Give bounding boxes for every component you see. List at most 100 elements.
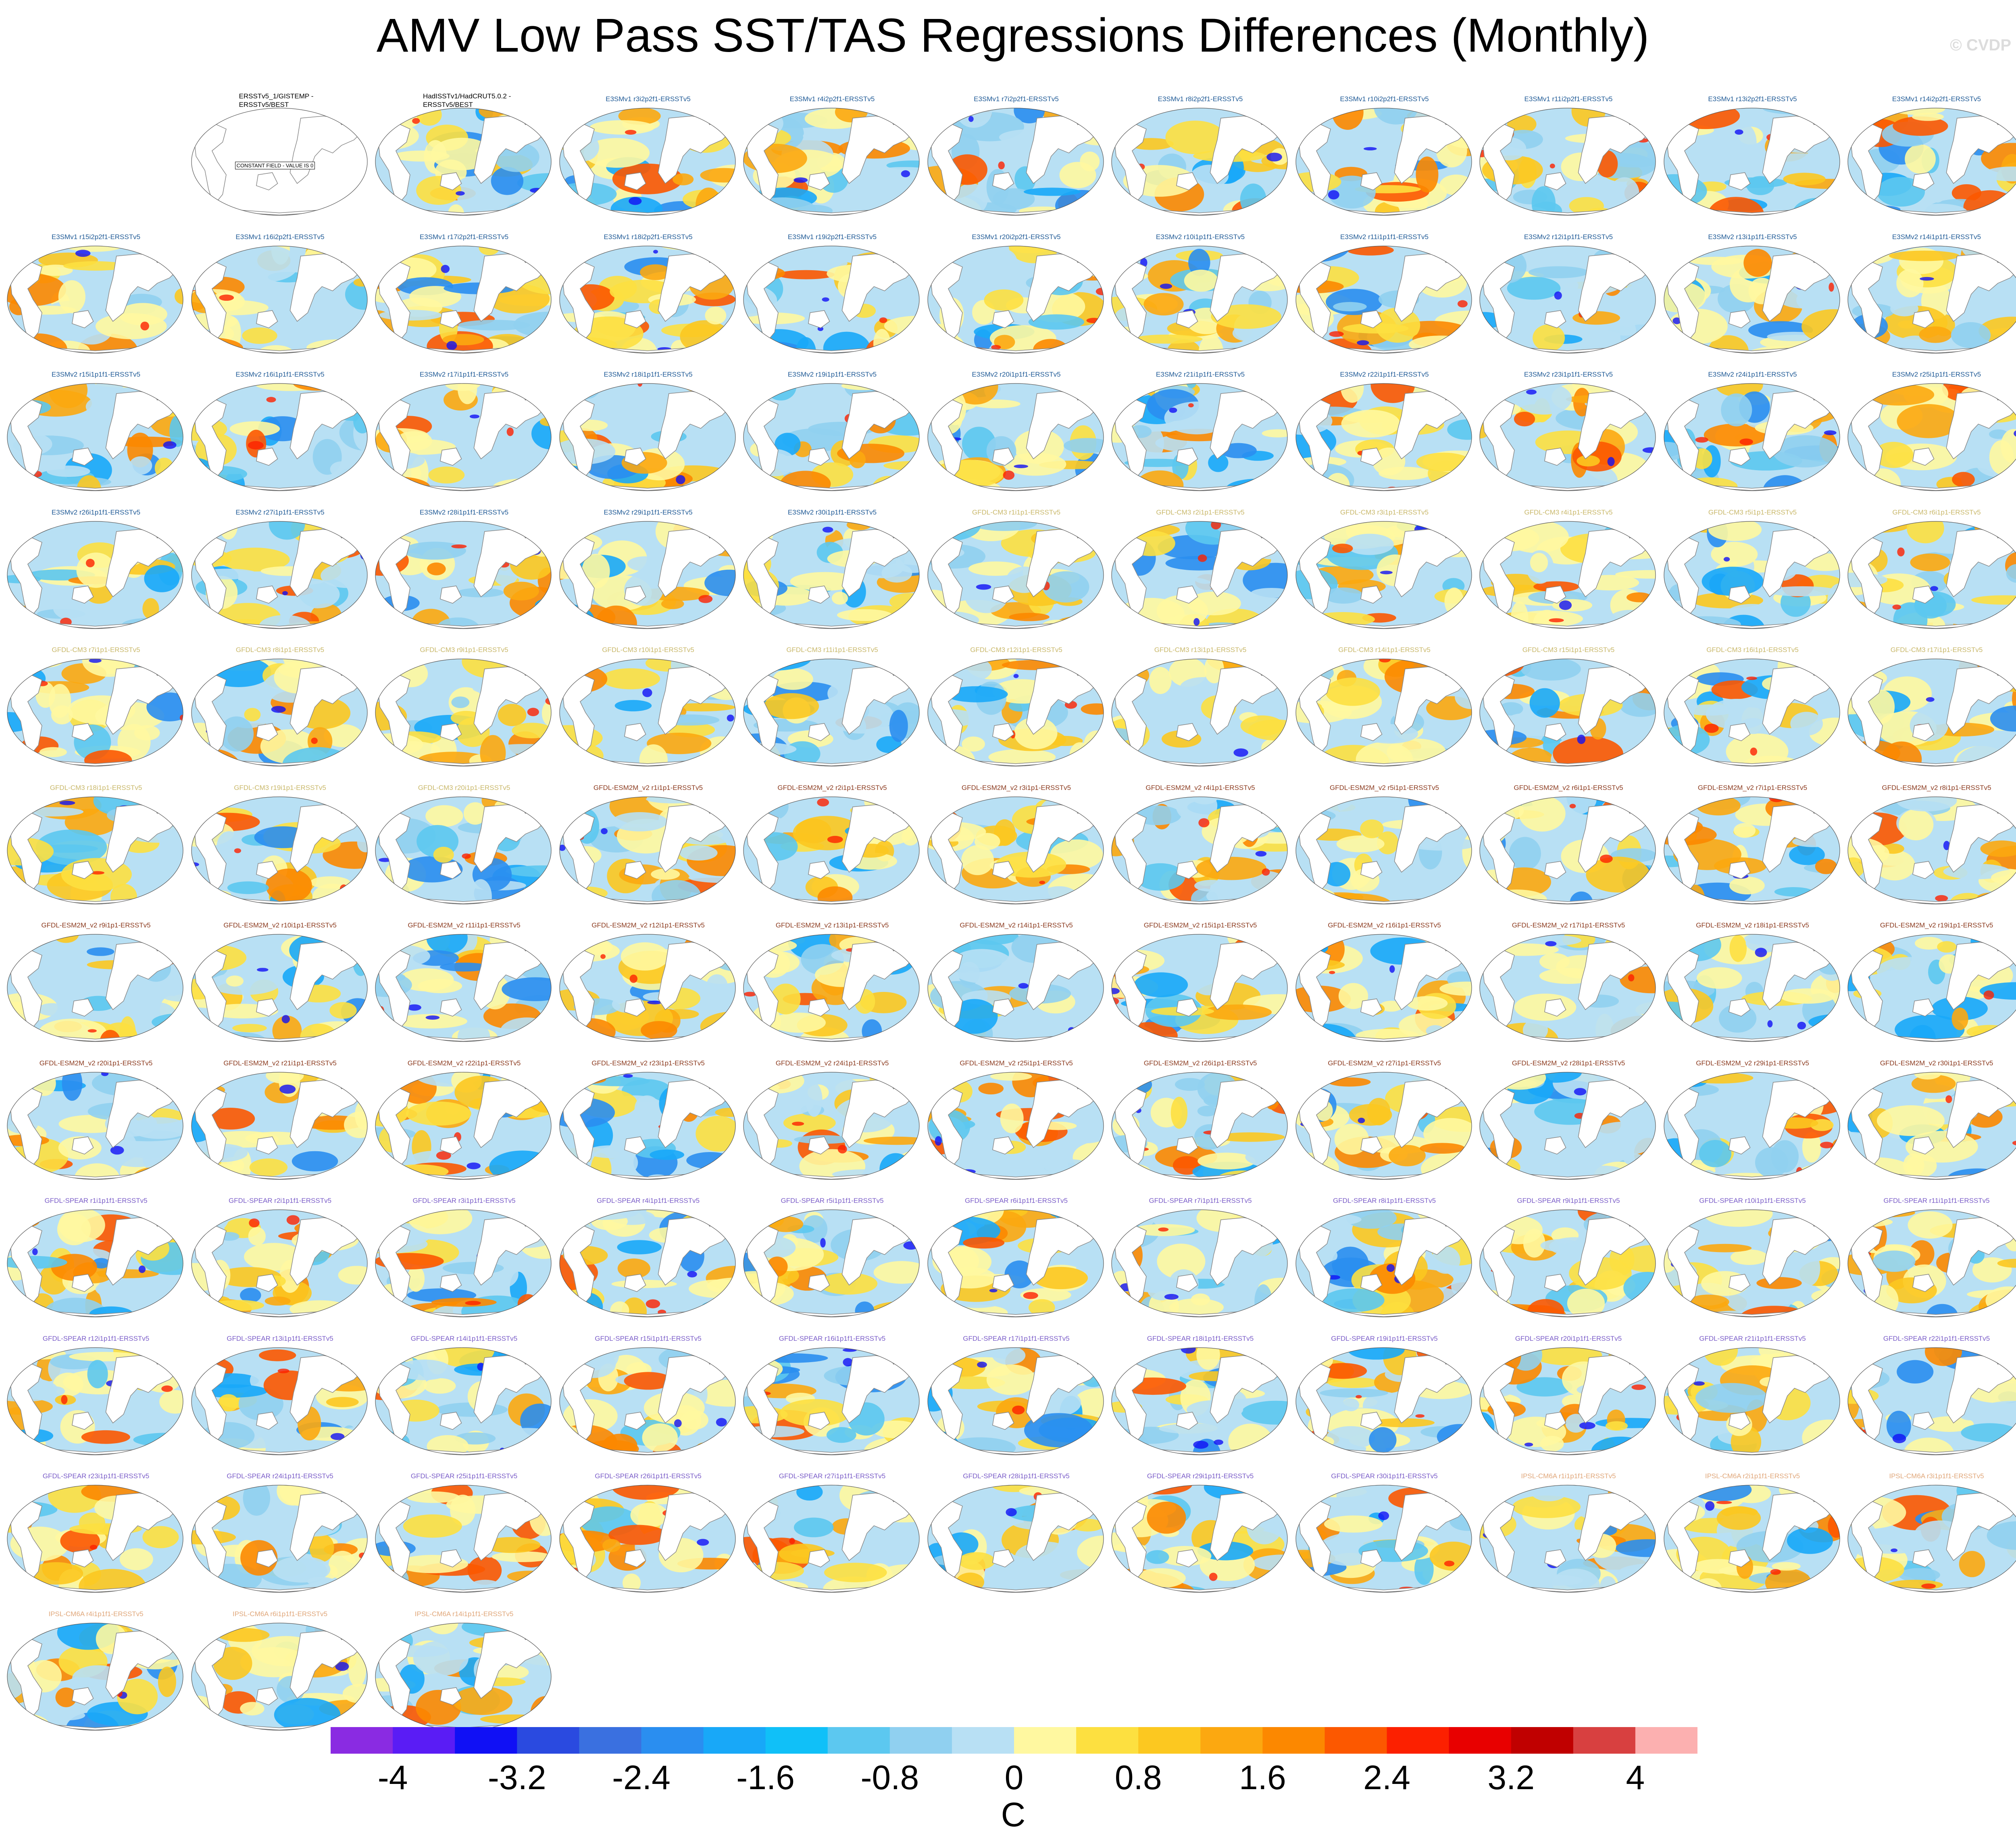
map-panel: GFDL-ESM2M_v2 r7i1p1-ERSSTv5 <box>1663 784 1842 911</box>
continent-outline <box>562 673 595 757</box>
map-field <box>1848 1072 2016 1179</box>
continent-outline <box>256 585 278 604</box>
panel-label: E3SMv2 r26i1p1f1-ERSSTv5 <box>51 508 141 516</box>
colorbar-swatch <box>1325 1727 1387 1754</box>
continent-outline <box>808 1411 830 1430</box>
panel-label: GFDL-CM3 r16i1p1-ERSSTv5 <box>1706 646 1799 654</box>
map-panel: GFDL-CM3 r17i1p1-ERSSTv5 <box>1847 646 2016 773</box>
continent-outline <box>71 1411 94 1430</box>
panel-label: GFDL-CM3 r1i1p1-ERSSTv5 <box>972 508 1061 516</box>
world-map <box>1663 796 1840 904</box>
continent-outline <box>1728 1549 1751 1568</box>
continent-outline <box>256 1549 278 1568</box>
continent-outline <box>378 397 410 481</box>
map-border <box>559 1071 736 1180</box>
continent-outline <box>562 1361 595 1446</box>
continent-outline <box>10 948 42 1032</box>
map-border <box>1663 383 1840 491</box>
colorbar <box>331 1727 1697 1754</box>
panel-label: GFDL-ESM2M_v2 r30i1p1-ERSSTv5 <box>1880 1059 1993 1067</box>
continent-outline <box>562 260 595 344</box>
world-map <box>559 658 736 767</box>
world-map <box>1295 1485 1472 1593</box>
continent-outline <box>1666 535 1699 619</box>
map-border <box>1111 383 1288 491</box>
continent-outline <box>1544 1136 1566 1154</box>
map-panel: GFDL-ESM2M_v2 r19i1p1-ERSSTv5 <box>1847 921 2016 1048</box>
map-border <box>7 1347 183 1455</box>
map-panel: GFDL-SPEAR r25i1p1f1-ERSSTv5 <box>375 1472 554 1599</box>
continent-outline <box>1482 1223 1515 1308</box>
map-panel: E3SMv2 r14i1p1f1-ERSSTv5 <box>1847 233 2016 360</box>
world-map <box>559 1209 736 1317</box>
map-panel: GFDL-CM3 r9i1p1-ERSSTv5 <box>375 646 554 773</box>
continent-outline <box>439 1687 462 1705</box>
panel-label: GFDL-CM3 r18i1p1-ERSSTv5 <box>50 783 142 792</box>
continent-outline <box>1912 172 1935 191</box>
map-panel: GFDL-SPEAR r23i1p1f1-ERSSTv5 <box>6 1472 185 1599</box>
panel-label: E3SMv2 r11i1p1f1-ERSSTv5 <box>1340 233 1429 241</box>
map-panel: GFDL-SPEAR r16i1p1f1-ERSSTv5 <box>743 1335 922 1461</box>
map-panel: GFDL-SPEAR r3i1p1f1-ERSSTv5 <box>375 1197 554 1323</box>
continent-outline <box>1666 122 1699 206</box>
map-border <box>559 1209 736 1317</box>
map-panel: GFDL-SPEAR r15i1p1f1-ERSSTv5 <box>559 1335 738 1461</box>
panel-label: E3SMv2 r30i1p1f1-ERSSTv5 <box>787 508 877 516</box>
map-panel: E3SMv2 r24i1p1f1-ERSSTv5 <box>1663 371 1842 497</box>
map-panel: GFDL-CM3 r5i1p1-ERSSTv5 <box>1663 508 1842 635</box>
panel-label: GFDL-ESM2M_v2 r11i1p1-ERSSTv5 <box>408 921 521 929</box>
panel-label: GFDL-SPEAR r28i1p1f1-ERSSTv5 <box>963 1472 1070 1480</box>
map-panel: GFDL-ESM2M_v2 r1i1p1-ERSSTv5 <box>559 784 738 911</box>
panel-label: GFDL-SPEAR r2i1p1f1-ERSSTv5 <box>228 1197 332 1204</box>
continent-outline <box>808 585 830 604</box>
world-map <box>1847 796 2016 904</box>
continent-outline <box>256 1274 278 1292</box>
continent-outline <box>1544 723 1566 742</box>
map-panel: GFDL-ESM2M_v2 r29i1p1-ERSSTv5 <box>1663 1059 1842 1186</box>
map-border <box>1847 934 2016 1042</box>
map-panel: GFDL-SPEAR r2i1p1f1-ERSSTv5 <box>191 1197 370 1323</box>
continent-outline <box>1298 811 1331 895</box>
continent-outline <box>808 1136 830 1154</box>
continent-outline <box>439 172 462 191</box>
map-panel: GFDL-ESM2M_v2 r14i1p1-ERSSTv5 <box>927 921 1106 1048</box>
map-border <box>1295 1071 1472 1180</box>
panel-label: E3SMv2 r29i1p1f1-ERSSTv5 <box>604 508 693 516</box>
map-panel: GFDL-SPEAR r18i1p1f1-ERSSTv5 <box>1111 1335 1290 1461</box>
map-panel: E3SMv2 r23i1p1f1-ERSSTv5 <box>1479 371 1658 497</box>
panel-label: E3SMv2 r12i1p1f1-ERSSTv5 <box>1524 233 1613 241</box>
continent-outline <box>1850 1223 1883 1308</box>
map-panel: GFDL-SPEAR r13i1p1f1-ERSSTv5 <box>191 1335 370 1461</box>
continent-outline <box>439 585 462 604</box>
colorbar-swatch <box>1262 1727 1325 1754</box>
world-map <box>1663 658 1840 767</box>
panel-label: GFDL-CM3 r15i1p1-ERSSTv5 <box>1522 646 1615 654</box>
map-panel: GFDL-CM3 r1i1p1-ERSSTv5 <box>927 508 1106 635</box>
continent-outline <box>1298 1361 1331 1446</box>
map-border <box>1663 1347 1840 1455</box>
world-map <box>927 108 1104 216</box>
map-panel: GFDL-SPEAR r5i1p1f1-ERSSTv5 <box>743 1197 922 1323</box>
world-map <box>375 521 552 629</box>
map-field <box>927 796 1104 904</box>
world-map <box>375 796 552 904</box>
continent-outline <box>439 448 462 466</box>
colorbar-swatch <box>1076 1727 1139 1754</box>
map-border <box>1479 934 1656 1042</box>
map-panel: GFDL-ESM2M_v2 r16i1p1-ERSSTv5 <box>1295 921 1474 1048</box>
world-map <box>7 658 183 767</box>
map-panel: GFDL-SPEAR r21i1p1f1-ERSSTv5 <box>1663 1335 1842 1461</box>
world-map <box>1663 1485 1840 1593</box>
continent-outline <box>1912 310 1935 328</box>
continent-outline <box>1176 585 1198 604</box>
continent-outline <box>1728 448 1751 466</box>
panel-label: IPSL-CM6A r3i1p1f1-ERSSTv5 <box>1889 1472 1984 1480</box>
continent-outline <box>1298 1086 1331 1170</box>
copyright-watermark: © CVDP <box>1950 36 2011 54</box>
panel-label: E3SMv2 r17i1p1f1-ERSSTv5 <box>419 371 509 378</box>
constant-field-note: CONSTANT FIELD - VALUE IS 0 <box>235 162 315 169</box>
panel-label: GFDL-SPEAR r14i1p1f1-ERSSTv5 <box>410 1334 518 1342</box>
continent-outline <box>930 811 963 895</box>
continent-outline <box>1114 1499 1147 1583</box>
panel-label: E3SMv1 r19i2p2f1-ERSSTv5 <box>787 233 877 241</box>
